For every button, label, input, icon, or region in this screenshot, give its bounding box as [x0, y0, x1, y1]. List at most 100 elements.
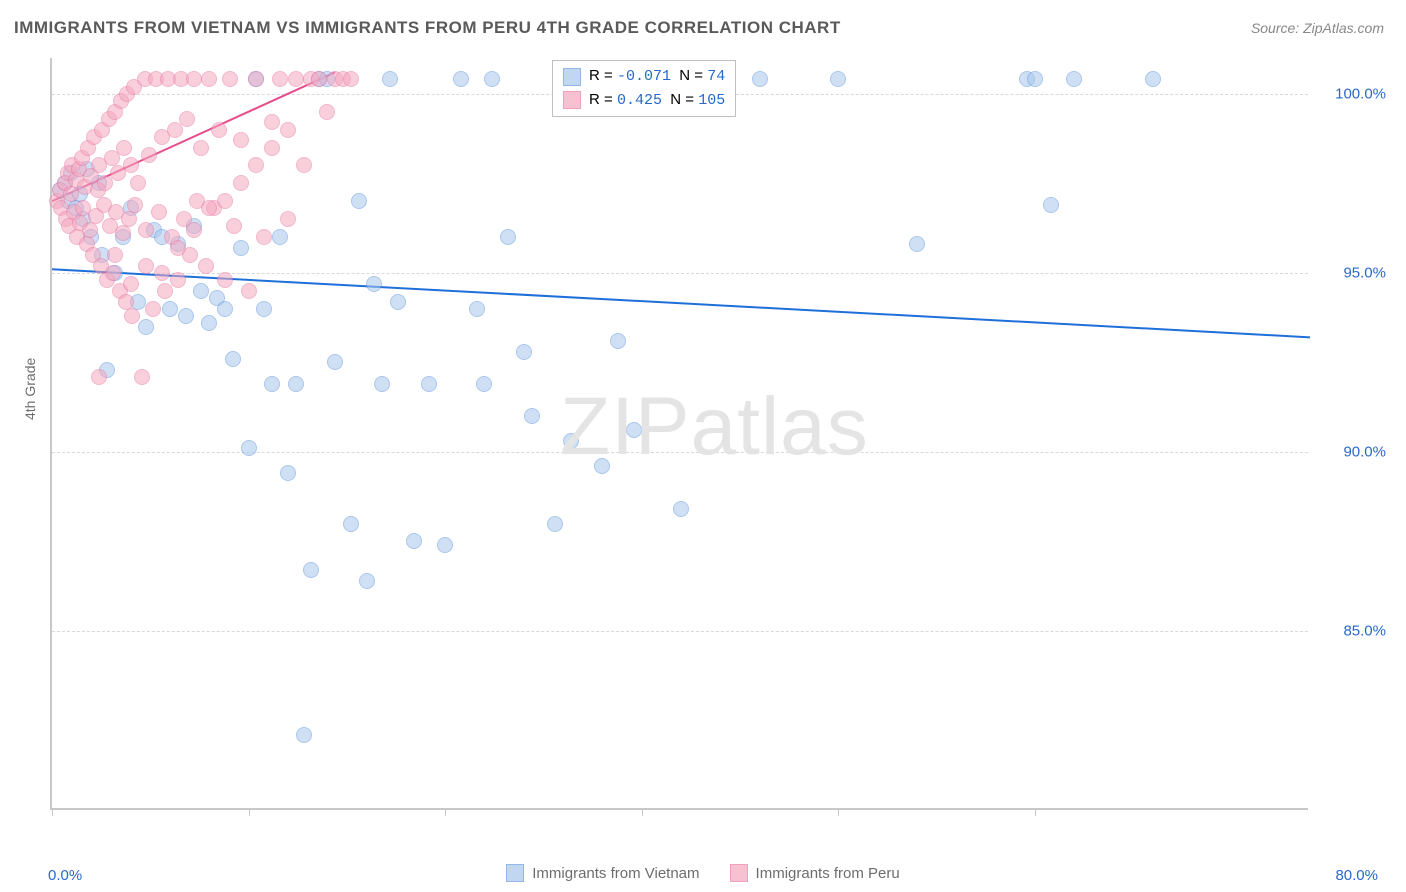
data-point: [145, 301, 161, 317]
data-point: [524, 408, 540, 424]
legend-swatch: [506, 864, 524, 882]
data-point: [390, 294, 406, 310]
data-point: [138, 258, 154, 274]
data-point: [374, 376, 390, 392]
legend-swatch: [563, 91, 581, 109]
data-point: [123, 157, 139, 173]
x-tick: [52, 808, 53, 816]
data-point: [563, 433, 579, 449]
data-point: [154, 265, 170, 281]
legend-swatch: [563, 68, 581, 86]
data-point: [211, 122, 227, 138]
gridline: [52, 631, 1308, 632]
data-point: [303, 562, 319, 578]
data-point: [201, 71, 217, 87]
data-point: [288, 71, 304, 87]
x-tick: [838, 808, 839, 816]
data-point: [752, 71, 768, 87]
data-point: [217, 301, 233, 317]
data-point: [186, 71, 202, 87]
data-point: [516, 344, 532, 360]
legend-item: Immigrants from Peru: [730, 864, 900, 882]
chart-title: IMMIGRANTS FROM VIETNAM VS IMMIGRANTS FR…: [14, 18, 841, 38]
trend-lines: [52, 58, 1310, 810]
data-point: [233, 175, 249, 191]
data-point: [225, 351, 241, 367]
stat-text: R = 0.425 N = 105: [589, 89, 725, 113]
stat-text: R = -0.071 N = 74: [589, 65, 725, 89]
data-point: [138, 222, 154, 238]
data-point: [453, 71, 469, 87]
data-point: [1145, 71, 1161, 87]
chart-source: Source: ZipAtlas.com: [1251, 20, 1384, 36]
data-point: [82, 222, 98, 238]
data-point: [138, 319, 154, 335]
data-point: [1066, 71, 1082, 87]
data-point: [134, 369, 150, 385]
data-point: [343, 516, 359, 532]
data-point: [241, 440, 257, 456]
y-tick-label: 90.0%: [1343, 443, 1386, 460]
data-point: [547, 516, 563, 532]
data-point: [311, 71, 327, 87]
data-point: [469, 301, 485, 317]
gridline: [52, 452, 1308, 453]
data-point: [626, 422, 642, 438]
data-point: [909, 236, 925, 252]
data-point: [359, 573, 375, 589]
data-point: [193, 140, 209, 156]
legend-label: Immigrants from Vietnam: [532, 865, 699, 882]
y-tick-label: 85.0%: [1343, 622, 1386, 639]
data-point: [121, 211, 137, 227]
data-point: [193, 283, 209, 299]
data-point: [256, 301, 272, 317]
data-point: [186, 222, 202, 238]
data-point: [264, 114, 280, 130]
data-point: [296, 727, 312, 743]
data-point: [437, 537, 453, 553]
stat-legend: R = -0.071 N = 74R = 0.425 N = 105: [552, 60, 736, 117]
x-tick: [249, 808, 250, 816]
data-point: [673, 501, 689, 517]
data-point: [476, 376, 492, 392]
data-point: [222, 71, 238, 87]
data-point: [105, 265, 121, 281]
data-point: [170, 272, 186, 288]
data-point: [107, 247, 123, 263]
data-point: [1027, 71, 1043, 87]
data-point: [198, 258, 214, 274]
legend-label: Immigrants from Peru: [756, 865, 900, 882]
data-point: [178, 308, 194, 324]
data-point: [115, 225, 131, 241]
data-point: [382, 71, 398, 87]
data-point: [141, 147, 157, 163]
data-point: [421, 376, 437, 392]
data-point: [217, 193, 233, 209]
data-point: [162, 301, 178, 317]
y-tick-label: 95.0%: [1343, 264, 1386, 281]
x-tick: [1035, 808, 1036, 816]
data-point: [91, 369, 107, 385]
data-point: [366, 276, 382, 292]
stat-legend-row: R = 0.425 N = 105: [563, 89, 725, 113]
data-point: [280, 465, 296, 481]
data-point: [484, 71, 500, 87]
x-tick: [445, 808, 446, 816]
data-point: [233, 132, 249, 148]
y-tick-label: 100.0%: [1335, 85, 1386, 102]
data-point: [248, 157, 264, 173]
data-point: [256, 229, 272, 245]
data-point: [226, 218, 242, 234]
gridline: [52, 273, 1308, 274]
data-point: [1043, 197, 1059, 213]
data-point: [233, 240, 249, 256]
data-point: [272, 229, 288, 245]
data-point: [830, 71, 846, 87]
bottom-legend: Immigrants from Vietnam Immigrants from P…: [0, 864, 1406, 882]
data-point: [272, 71, 288, 87]
data-point: [116, 140, 132, 156]
data-point: [264, 140, 280, 156]
chart-plot-area: R = -0.071 N = 74R = 0.425 N = 105: [50, 58, 1308, 810]
data-point: [217, 272, 233, 288]
data-point: [179, 111, 195, 127]
